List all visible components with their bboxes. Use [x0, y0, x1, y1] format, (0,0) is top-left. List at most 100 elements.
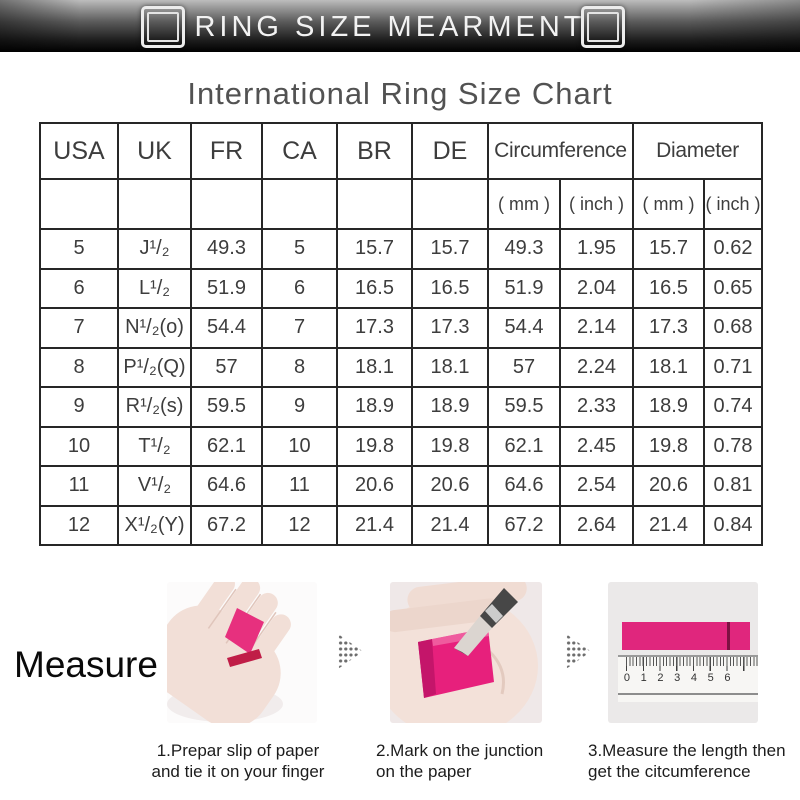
table-cell: 51.9: [190, 267, 263, 309]
column-header-diameter: Diameter: [631, 122, 764, 180]
table-cell: N¹/₂(o): [117, 307, 192, 349]
table-header-spacer: [411, 178, 489, 230]
hand-with-paper-strip-graphic: [167, 582, 291, 723]
table-cell: 18.1: [632, 346, 705, 388]
table-cell: 7: [261, 307, 338, 349]
picture-frame-icon-inner: [587, 12, 619, 42]
table-row: 6 L¹/₂ 51.9 6 16.5 16.5 51.9 2.04 16.5 0.65: [39, 267, 764, 309]
table-cell: 57: [487, 346, 561, 388]
step3-caption-line2: get the citcumference: [588, 762, 751, 781]
ruler-number: 2: [657, 672, 664, 684]
table-subheader-row: ( mm ) ( inch ) ( mm ) ( inch ): [39, 178, 764, 230]
step1-caption: 1.Prepar slip of paper and tie it on you…: [132, 740, 344, 782]
picture-frame-icon-inner: [147, 12, 179, 42]
table-header-spacer: [190, 178, 263, 230]
table-row: 10 T¹/₂ 62.1 10 19.8 19.8 62.1 2.45 19.8 0.78: [39, 425, 764, 467]
dotted-arrow-icon: [338, 634, 363, 669]
table-cell: 8: [39, 346, 119, 388]
table-cell: 9: [261, 386, 338, 428]
table-cell: 62.1: [487, 425, 561, 467]
table-cell: 2.33: [559, 386, 634, 428]
table-cell: 15.7: [411, 228, 489, 270]
table-cell: 57: [190, 346, 263, 388]
table-cell: X¹/₂(Y): [117, 504, 192, 546]
table-cell: 64.6: [487, 465, 561, 507]
step1-caption-line2: and tie it on your finger: [151, 762, 325, 781]
table-row: 8 P¹/₂(Q) 57 8 18.1 18.1 57 2.24 18.1 0.71: [39, 346, 764, 388]
table-cell: J¹/₂: [117, 228, 192, 270]
table-cell: 11: [261, 465, 338, 507]
table-cell: 18.9: [411, 386, 489, 428]
table-cell: 11: [39, 465, 119, 507]
table-cell: 49.3: [190, 228, 263, 270]
table-cell: 18.9: [336, 386, 413, 428]
table-cell: 2.64: [559, 504, 634, 546]
step1-image-hand-with-paper-strip: [167, 582, 317, 723]
step2-caption-line1: 2.Mark on the junction: [376, 741, 544, 760]
table-cell: 2.24: [559, 346, 634, 388]
table-cell: 17.3: [632, 307, 705, 349]
banner: RING SIZE MEARMENT: [0, 0, 800, 52]
table-header-spacer: [261, 178, 338, 230]
paper-strip: [622, 622, 750, 650]
table-cell: 5: [261, 228, 338, 270]
table-cell: 17.3: [336, 307, 413, 349]
table-cell: 67.2: [190, 504, 263, 546]
column-header-de: DE: [411, 122, 489, 180]
table-cell: 19.8: [336, 425, 413, 467]
page-title: International Ring Size Chart: [187, 76, 613, 111]
table-cell: 18.9: [632, 386, 705, 428]
paper-strip: [225, 608, 264, 654]
table-cell: 0.62: [702, 228, 764, 270]
table-cell: 18.1: [336, 346, 413, 388]
ruler-number: 6: [724, 672, 731, 684]
table-cell: T¹/₂: [117, 425, 192, 467]
table-row: 12 X¹/₂(Y) 67.2 12 21.4 21.4 67.2 2.64 21.4 0.84: [39, 504, 764, 546]
table-header-spacer: [39, 178, 119, 230]
table-cell: 0.68: [702, 307, 764, 349]
table-row: 9 R¹/₂(s) 59.5 9 18.9 18.9 59.5 2.33 18.9 0.74: [39, 386, 764, 428]
table-cell: 21.4: [336, 504, 413, 546]
table-cell: 16.5: [632, 267, 705, 309]
column-header-usa: USA: [39, 122, 119, 180]
table-cell: 1.95: [559, 228, 634, 270]
ruler-ticks: [626, 657, 758, 671]
banner-title: RING SIZE MEARMENT: [194, 11, 586, 43]
step3-caption: 3.Measure the length then get the citcum…: [588, 740, 800, 782]
table-cell: 12: [39, 504, 119, 546]
table-cell: 0.81: [702, 465, 764, 507]
marker-pen: [454, 588, 518, 656]
table-cell: 21.4: [632, 504, 705, 546]
ring-size-table: USA UK FR CA BR DE Circumference Diamete…: [39, 122, 764, 546]
step2-image-hand-marking-with-pen: [390, 582, 542, 723]
column-header-circumference: Circumference: [487, 122, 634, 180]
table-cell: 6: [39, 267, 119, 309]
table-cell: 16.5: [411, 267, 489, 309]
ruler-number: 5: [707, 672, 714, 684]
table-cell: 2.54: [559, 465, 634, 507]
strip-mark-line: [727, 622, 730, 650]
table-row: 5 J¹/₂ 49.3 5 15.7 15.7 49.3 1.95 15.7 0.62: [39, 228, 764, 270]
table-cell: 2.14: [559, 307, 634, 349]
table-cell: 20.6: [336, 465, 413, 507]
subheader-circumference-inch: ( inch ): [559, 178, 634, 230]
table-cell: 67.2: [487, 504, 561, 546]
table-cell: 10: [39, 425, 119, 467]
ruler-number: 1: [640, 672, 647, 684]
ruler-number: 3: [674, 672, 681, 684]
column-header-ca: CA: [261, 122, 338, 180]
ruler-number: 4: [690, 672, 697, 684]
table-cell: 5: [39, 228, 119, 270]
table-cell: 15.7: [632, 228, 705, 270]
step2-caption-line2: on the paper: [376, 762, 472, 781]
subheader-circumference-mm: ( mm ): [487, 178, 561, 230]
table-cell: 18.1: [411, 346, 489, 388]
table-cell: P¹/₂(Q): [117, 346, 192, 388]
table-cell: 0.74: [702, 386, 764, 428]
table-cell: 19.8: [632, 425, 705, 467]
table-cell: 2.04: [559, 267, 634, 309]
table-cell: 7: [39, 307, 119, 349]
table-cell: 9: [39, 386, 119, 428]
